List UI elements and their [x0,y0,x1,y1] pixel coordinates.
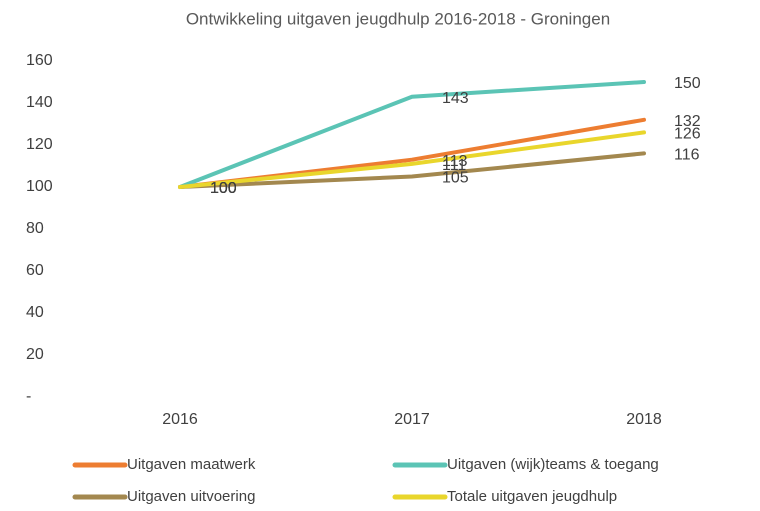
data-label: 100 [210,180,237,197]
data-label: 132 [674,113,701,130]
data-label: 105 [442,170,469,187]
data-label: 100 [210,180,237,197]
x-tick-label: 2018 [626,411,662,428]
y-tick-label: 160 [26,52,53,69]
x-tick-label: 2016 [162,411,198,428]
data-label: 100 [210,180,237,197]
series-line [178,151,646,189]
data-label: 143 [442,90,469,107]
y-tick-label: 60 [26,262,44,279]
x-tick-label: 2017 [394,411,430,428]
data-label: 150 [674,75,701,92]
series-line [178,80,646,189]
legend-label: Uitgaven maatwerk [127,456,256,473]
y-tick-label: 140 [26,94,53,111]
y-tick-label: 100 [26,178,53,195]
legend-label: Uitgaven (wijk)teams & toegang [447,456,659,473]
data-label: 100 [210,180,237,197]
y-tick-label: - [26,388,31,405]
data-label: 113 [442,153,468,170]
legend-label: Uitgaven uitvoering [127,488,255,505]
data-label: 116 [674,147,700,164]
y-tick-label: 40 [26,304,44,321]
legend-label: Totale uitgaven jeugdhulp [447,488,617,505]
series-line [178,130,646,189]
y-tick-label: 80 [26,220,44,237]
data-label: 111 [442,157,466,174]
data-label: 126 [674,126,701,143]
chart-title: Ontwikkeling uitgaven jeugdhulp 2016-201… [186,9,610,28]
y-tick-label: 120 [26,136,53,153]
y-tick-label: 20 [26,346,44,363]
